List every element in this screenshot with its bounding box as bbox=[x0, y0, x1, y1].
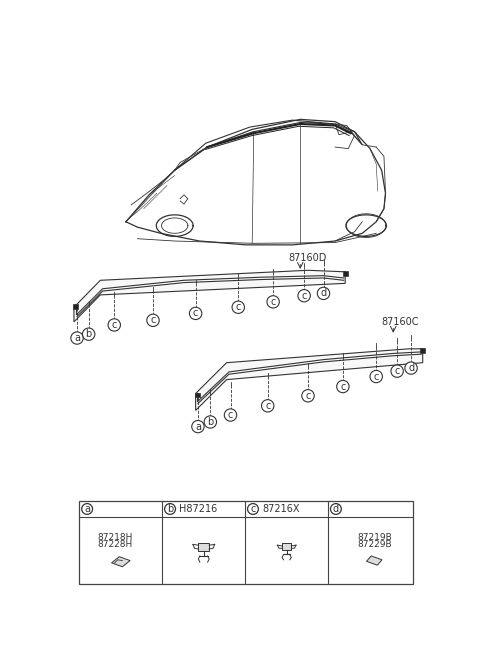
Circle shape bbox=[262, 400, 274, 412]
Text: d: d bbox=[333, 504, 339, 514]
Circle shape bbox=[108, 319, 120, 331]
Circle shape bbox=[248, 504, 258, 514]
Text: b: b bbox=[85, 329, 92, 339]
Circle shape bbox=[330, 504, 341, 514]
Text: d: d bbox=[408, 363, 414, 373]
Bar bbox=[73, 304, 78, 309]
Text: a: a bbox=[84, 504, 90, 514]
Text: b: b bbox=[207, 417, 214, 427]
Circle shape bbox=[83, 328, 95, 340]
Circle shape bbox=[71, 332, 83, 344]
Bar bbox=[195, 393, 200, 397]
Text: c: c bbox=[228, 410, 233, 420]
Text: 87160C: 87160C bbox=[382, 317, 419, 327]
Text: 87160D: 87160D bbox=[288, 253, 327, 263]
Text: 87219B: 87219B bbox=[357, 533, 392, 542]
Circle shape bbox=[336, 380, 349, 393]
Polygon shape bbox=[111, 557, 130, 566]
Polygon shape bbox=[196, 349, 423, 410]
Circle shape bbox=[370, 370, 383, 383]
Text: 87228H: 87228H bbox=[97, 540, 132, 549]
Circle shape bbox=[165, 504, 176, 514]
Polygon shape bbox=[74, 270, 345, 322]
Bar bbox=[79, 501, 413, 584]
Text: c: c bbox=[193, 309, 198, 319]
Circle shape bbox=[267, 295, 279, 308]
Text: c: c bbox=[150, 315, 156, 325]
Text: c: c bbox=[395, 366, 400, 376]
Text: 87218H: 87218H bbox=[97, 533, 132, 542]
Circle shape bbox=[192, 420, 204, 433]
Circle shape bbox=[317, 288, 330, 299]
Circle shape bbox=[147, 314, 159, 327]
Text: b: b bbox=[167, 504, 173, 514]
Circle shape bbox=[302, 389, 314, 402]
Text: c: c bbox=[265, 401, 270, 410]
Text: c: c bbox=[270, 297, 276, 307]
Polygon shape bbox=[367, 556, 382, 565]
Text: c: c bbox=[373, 371, 379, 381]
Text: c: c bbox=[340, 381, 346, 391]
Text: H87216: H87216 bbox=[180, 504, 217, 514]
Text: c: c bbox=[250, 504, 256, 514]
Text: d: d bbox=[321, 288, 326, 298]
Text: a: a bbox=[195, 422, 201, 432]
Circle shape bbox=[82, 504, 93, 514]
Text: c: c bbox=[236, 302, 241, 312]
Text: 87216X: 87216X bbox=[262, 504, 300, 514]
Circle shape bbox=[405, 362, 417, 374]
Circle shape bbox=[391, 365, 403, 377]
Text: a: a bbox=[74, 333, 80, 343]
Circle shape bbox=[298, 290, 311, 302]
Circle shape bbox=[204, 416, 216, 428]
Bar bbox=[420, 348, 425, 353]
Circle shape bbox=[190, 307, 202, 319]
Text: c: c bbox=[305, 391, 311, 401]
Bar bbox=[198, 543, 209, 551]
Text: c: c bbox=[301, 291, 307, 301]
Text: c: c bbox=[111, 320, 117, 330]
Circle shape bbox=[232, 301, 244, 313]
Bar bbox=[343, 271, 348, 276]
Bar bbox=[282, 543, 291, 550]
Circle shape bbox=[224, 409, 237, 421]
Text: 87229B: 87229B bbox=[357, 540, 392, 549]
